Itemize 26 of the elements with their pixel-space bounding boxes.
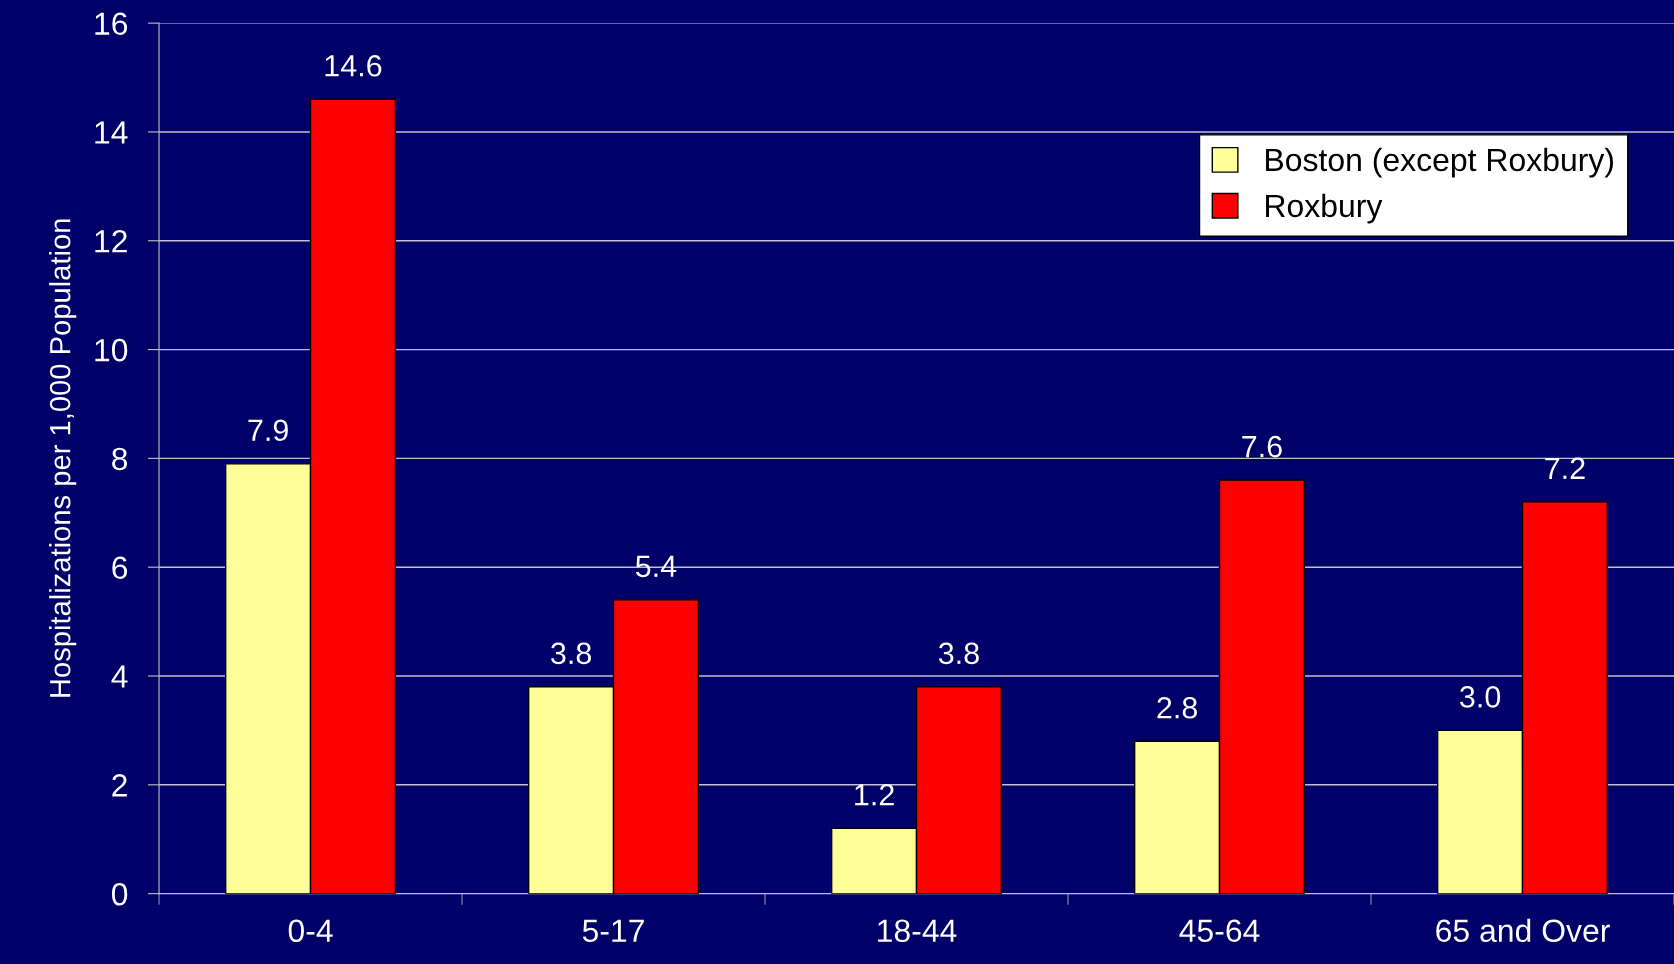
x-tick-label: 0-4 (288, 919, 333, 943)
y-tick-label: 6 (112, 556, 128, 580)
data-label: 7.9 (248, 419, 288, 442)
data-label: 1.2 (855, 784, 894, 806)
data-label: 3.0 (1460, 686, 1501, 708)
y-tick-label: 10 (95, 338, 128, 362)
data-label: 3.8 (938, 642, 979, 665)
y-tick-label: 12 (95, 230, 127, 253)
legend-label: Boston (except Roxbury) (1266, 147, 1613, 178)
x-tick-label: 45-64 (1179, 919, 1260, 943)
y-tick-label: 16 (95, 12, 128, 36)
data-label: 7.2 (1545, 457, 1585, 479)
y-tick-label: 4 (111, 665, 128, 688)
x-tick-label: 18-44 (878, 919, 957, 943)
data-label: 2.8 (1157, 696, 1197, 719)
y-tick-label: 14 (95, 121, 128, 144)
data-label: 3.8 (551, 642, 592, 665)
y-tick-label: 8 (112, 447, 128, 471)
y-axis-title: Hospitalizations per 1,000 Population (49, 219, 77, 697)
legend-label: Roxbury (1266, 193, 1383, 224)
x-tick-label: 5-17 (582, 919, 644, 943)
y-tick-label: 2 (112, 774, 127, 797)
y-tick-label: 0 (111, 882, 128, 906)
x-tick-label: 65 and Over (1436, 918, 1610, 943)
data-label: 7.6 (1242, 435, 1282, 458)
data-label: 14.6 (325, 54, 382, 77)
